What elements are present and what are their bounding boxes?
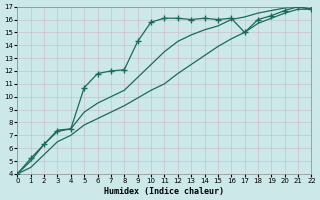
X-axis label: Humidex (Indice chaleur): Humidex (Indice chaleur)	[104, 187, 224, 196]
